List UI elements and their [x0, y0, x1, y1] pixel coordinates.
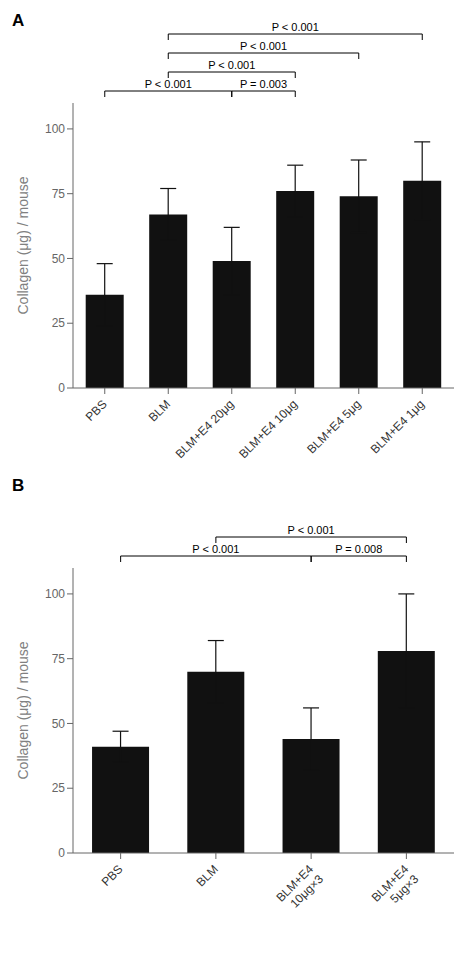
- svg-text:Collagen (μg) / mouse: Collagen (μg) / mouse: [15, 641, 31, 779]
- svg-text:50: 50: [52, 717, 66, 731]
- svg-text:P = 0.008: P = 0.008: [335, 543, 382, 555]
- svg-text:75: 75: [52, 187, 66, 201]
- svg-text:Collagen (μg) / mouse: Collagen (μg) / mouse: [15, 176, 31, 314]
- svg-text:50: 50: [52, 252, 66, 266]
- svg-text:BLM+E4 1μg: BLM+E4 1μg: [368, 397, 427, 456]
- svg-text:P = 0.003: P = 0.003: [240, 78, 287, 90]
- svg-text:P < 0.001: P < 0.001: [192, 543, 239, 555]
- svg-text:0: 0: [58, 846, 65, 860]
- svg-text:100: 100: [45, 587, 65, 601]
- svg-text:BLM+E4 20μg: BLM+E4 20μg: [173, 397, 237, 461]
- svg-text:BLM+E410μg×3: BLM+E410μg×3: [273, 862, 326, 915]
- svg-text:BLM: BLM: [146, 397, 173, 424]
- svg-text:A: A: [12, 11, 24, 30]
- svg-text:PBS: PBS: [83, 397, 110, 424]
- svg-text:BLM+E45μg×3: BLM+E45μg×3: [369, 862, 422, 915]
- svg-text:75: 75: [52, 652, 66, 666]
- svg-text:P < 0.001: P < 0.001: [145, 78, 192, 90]
- svg-text:BLM: BLM: [193, 862, 220, 889]
- svg-text:BLM+E4 5μg: BLM+E4 5μg: [304, 397, 363, 456]
- svg-text:PBS: PBS: [99, 862, 126, 889]
- svg-text:25: 25: [52, 781, 66, 795]
- svg-text:P < 0.001: P < 0.001: [272, 21, 319, 33]
- svg-text:P < 0.001: P < 0.001: [240, 40, 287, 52]
- svg-text:P < 0.001: P < 0.001: [288, 524, 335, 536]
- svg-text:100: 100: [45, 122, 65, 136]
- svg-text:25: 25: [52, 316, 66, 330]
- svg-text:B: B: [12, 476, 24, 495]
- svg-text:0: 0: [58, 381, 65, 395]
- svg-text:P < 0.001: P < 0.001: [208, 59, 255, 71]
- svg-text:BLM+E4 10μg: BLM+E4 10μg: [236, 397, 300, 461]
